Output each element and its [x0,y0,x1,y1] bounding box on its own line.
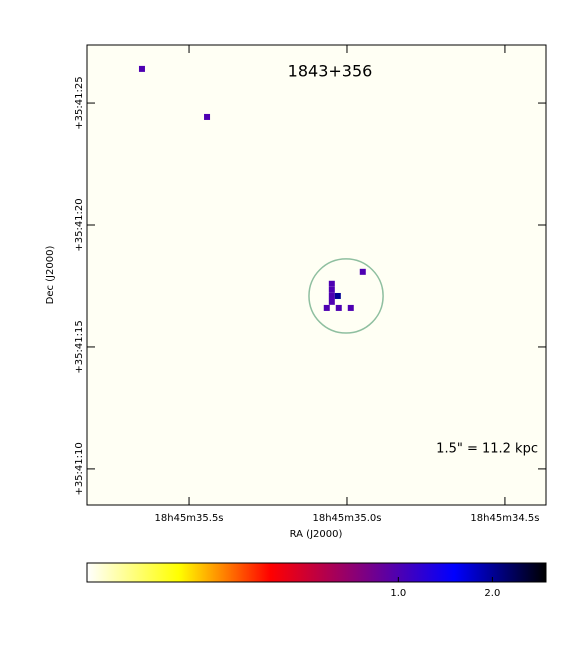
colorbar-tick-label: 1.0 [390,588,406,599]
colorbar-tick-label: 2.0 [484,588,500,599]
pixel [328,292,335,299]
pixel [359,268,366,275]
scale-annotation: 1.5" = 11.2 kpc [436,442,538,457]
y-axis-label: Dec (J2000) [45,246,56,305]
x-tick-label: 18h45m35.0s [312,513,381,524]
pixel [204,113,211,120]
region-circle [308,258,384,334]
pixel [328,280,335,287]
y-tick-label: +35:41:20 [74,198,85,251]
colorbar [86,562,547,583]
pixel [328,286,335,293]
x-tick-label: 18h45m35.5s [155,513,224,524]
x-tick-label: 18h45m34.5s [470,513,539,524]
pixel [328,298,335,305]
pixel [138,65,145,72]
chart-title: 1843+356 [288,62,373,81]
plot-area [86,44,547,506]
pixel [323,304,330,311]
pixel [334,292,341,299]
pixel [347,304,354,311]
y-tick-label: +35:41:10 [74,442,85,495]
y-tick-label: +35:41:15 [74,320,85,373]
x-axis-label: RA (J2000) [290,529,343,540]
y-tick-label: +35:41:25 [74,76,85,129]
pixel [335,304,342,311]
